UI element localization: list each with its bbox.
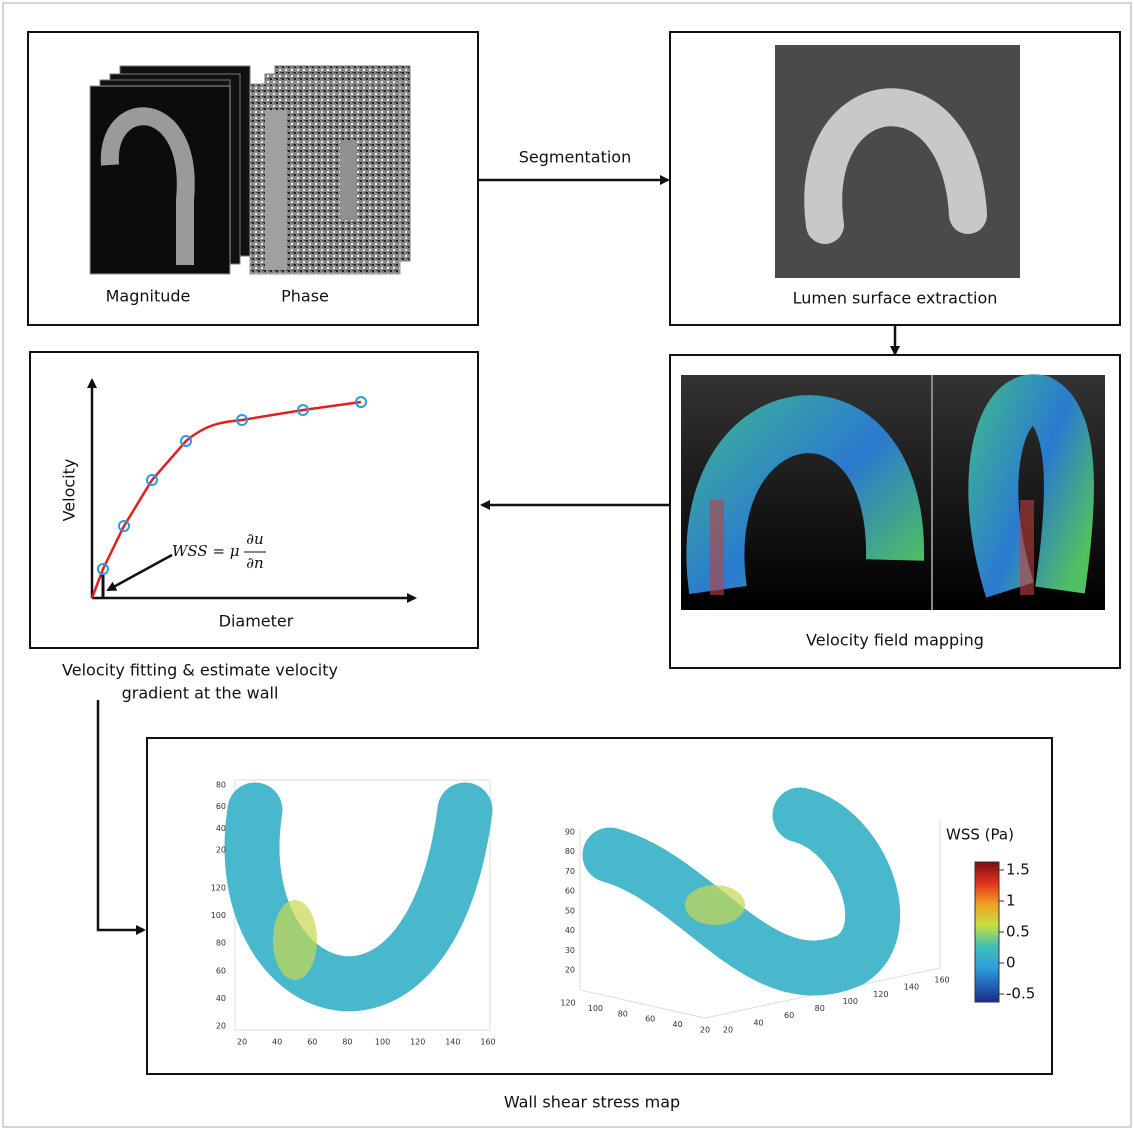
axis-tick-label: 20 <box>237 1038 247 1047</box>
arrow <box>98 700 144 930</box>
axis-tick-label: 70 <box>565 867 575 876</box>
fitting-panel <box>30 352 478 648</box>
magnitude-stack <box>90 66 250 274</box>
y-axis-label: Velocity <box>60 459 79 522</box>
axis-tick-label: 40 <box>216 994 226 1003</box>
axis-tick-label: 40 <box>673 1020 683 1029</box>
axis-tick-label: 100 <box>843 997 858 1006</box>
axis-tick-label: 100 <box>211 911 226 920</box>
wss-plot-1 <box>235 780 490 1030</box>
axis-tick-label: 120 <box>560 999 575 1008</box>
fitting-caption: gradient at the wall <box>122 684 279 703</box>
axis-tick-label: 60 <box>216 966 226 975</box>
wss-caption: Wall shear stress map <box>504 1093 680 1112</box>
axis-tick-label: 100 <box>375 1038 390 1047</box>
lumen-caption: Lumen surface extraction <box>793 289 998 308</box>
formula-numerator: ∂u <box>246 530 263 548</box>
magnitude-label: Magnitude <box>106 287 191 306</box>
axis-tick-label: 50 <box>565 906 575 915</box>
workflow-diagram: Magnitude Phase Segmentation Lumen surfa… <box>0 0 1134 1130</box>
axis-tick-label: 120 <box>211 884 226 893</box>
wss-plot-2 <box>580 815 940 1018</box>
axis-tick-label: 40 <box>272 1038 282 1047</box>
colorbar-tick-label: 1.5 <box>1006 861 1030 879</box>
formula-lhs: WSS = μ <box>172 542 240 560</box>
axis-tick-label: 160 <box>934 976 949 985</box>
axis-tick-label: 60 <box>307 1038 317 1047</box>
axis-tick-label: 160 <box>480 1038 495 1047</box>
axis-tick-label: 80 <box>216 939 226 948</box>
axis-tick-label: 40 <box>753 1018 763 1027</box>
axis-tick-label: 90 <box>565 828 575 837</box>
formula: WSS = μ ∂u ∂n <box>172 530 266 572</box>
axis-tick-label: 20 <box>216 846 226 855</box>
axis-tick-label: 60 <box>645 1015 655 1024</box>
axis-tick-label: 120 <box>873 990 888 999</box>
axis-tick-label: 80 <box>618 1009 628 1018</box>
axis-tick-label: 120 <box>410 1038 425 1047</box>
axis-tick-label: 60 <box>565 887 575 896</box>
fitting-caption: Velocity fitting & estimate velocity <box>62 661 338 680</box>
axis-tick-label: 60 <box>784 1011 794 1020</box>
phase-label: Phase <box>281 287 329 306</box>
axis-tick-label: 20 <box>700 1026 710 1035</box>
colorbar-tick-label: 1 <box>1006 892 1016 910</box>
axis-tick-label: 140 <box>904 983 919 992</box>
colorbar-tick-label: 0.5 <box>1006 923 1030 941</box>
axis-tick-label: 20 <box>216 1022 226 1031</box>
colorbar-tick-label: -0.5 <box>1006 985 1035 1003</box>
axis-tick-label: 20 <box>565 966 575 975</box>
axis-tick-label: 60 <box>216 802 226 811</box>
colorbar-tick-label: 0 <box>1006 954 1016 972</box>
axis-tick-label: 40 <box>216 824 226 833</box>
fit-curve <box>92 402 361 598</box>
velocity-field-caption: Velocity field mapping <box>806 631 984 650</box>
colorbar-title: WSS (Pa) <box>946 826 1014 844</box>
axis-tick-label: 80 <box>815 1004 825 1013</box>
axis-tick-label: 80 <box>565 847 575 856</box>
axis-tick-label: 100 <box>588 1004 603 1013</box>
axis-tick-label: 80 <box>342 1038 352 1047</box>
x-axis-label: Diameter <box>219 612 294 631</box>
phase-stack <box>250 66 410 274</box>
segmentation-label: Segmentation <box>519 148 631 167</box>
formula-denominator: ∂n <box>246 554 263 572</box>
axis-tick-label: 30 <box>565 946 575 955</box>
axis-tick-label: 140 <box>445 1038 460 1047</box>
axis-tick-label: 80 <box>216 781 226 790</box>
axis-tick-label: 20 <box>723 1026 733 1035</box>
colorbar <box>975 862 999 1002</box>
arrow <box>108 555 172 590</box>
axis-tick-label: 40 <box>565 926 575 935</box>
